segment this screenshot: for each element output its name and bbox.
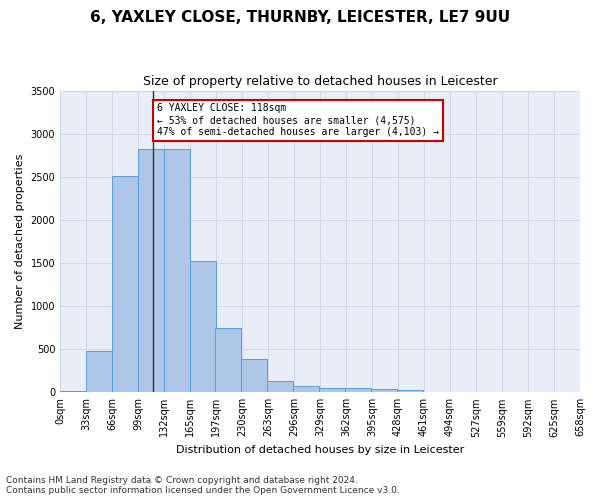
Title: Size of property relative to detached houses in Leicester: Size of property relative to detached ho… [143, 75, 497, 88]
Bar [371, 389, 397, 392]
Y-axis label: Number of detached properties: Number of detached properties [15, 154, 25, 329]
Bar [138, 149, 164, 392]
Bar [241, 358, 268, 392]
X-axis label: Distribution of detached houses by size in Leicester: Distribution of detached houses by size … [176, 445, 464, 455]
Bar [190, 262, 216, 392]
Bar [268, 380, 293, 392]
Bar [397, 390, 423, 392]
Bar [319, 388, 345, 392]
Bar [164, 149, 190, 392]
Text: Contains HM Land Registry data © Crown copyright and database right 2024.
Contai: Contains HM Land Registry data © Crown c… [6, 476, 400, 495]
Bar [112, 176, 138, 392]
Text: 6 YAXLEY CLOSE: 118sqm
← 53% of detached houses are smaller (4,575)
47% of semi-: 6 YAXLEY CLOSE: 118sqm ← 53% of detached… [157, 104, 439, 136]
Bar [215, 328, 241, 392]
Bar [345, 388, 371, 392]
Text: 6, YAXLEY CLOSE, THURNBY, LEICESTER, LE7 9UU: 6, YAXLEY CLOSE, THURNBY, LEICESTER, LE7… [90, 10, 510, 25]
Bar [86, 351, 112, 393]
Bar [293, 386, 319, 392]
Bar [60, 390, 86, 392]
